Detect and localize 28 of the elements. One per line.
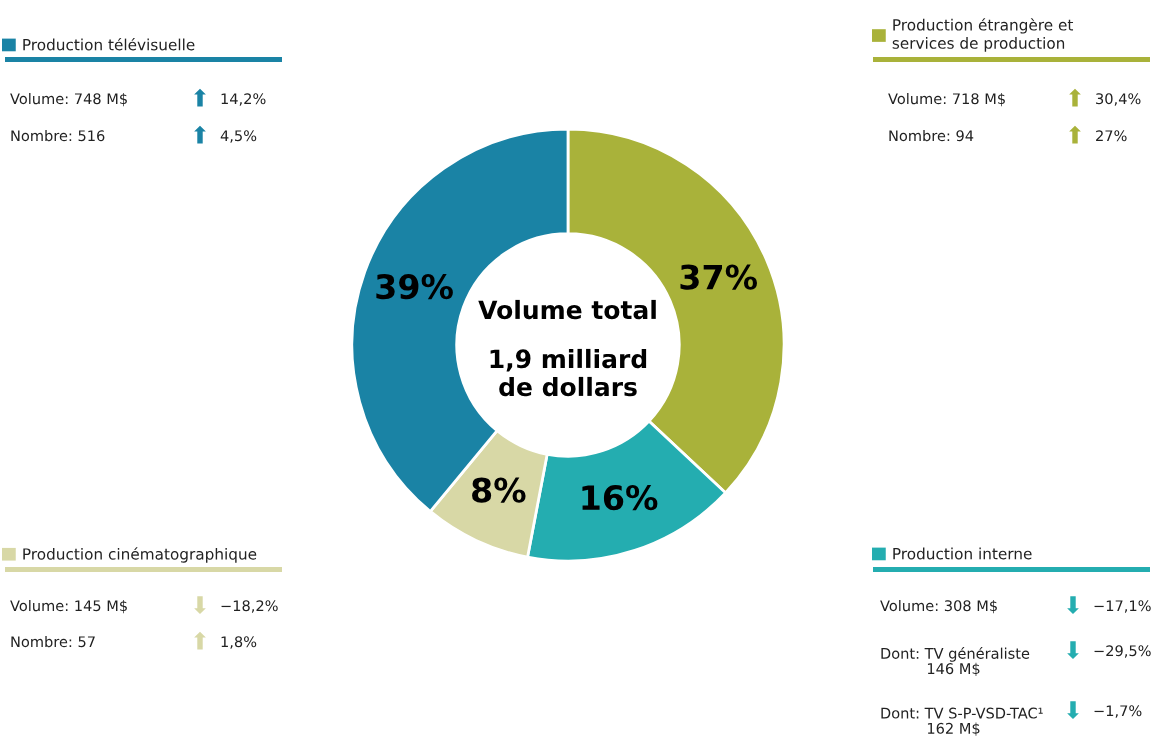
text: Volume: 748 M$ xyxy=(10,92,127,107)
legend-label: Production cinématographique xyxy=(23,547,257,563)
text: ⬇ −29,5% xyxy=(1067,641,1151,660)
text: Nombre: 57 xyxy=(11,635,95,648)
text: 1,9 milliard de dollars xyxy=(490,348,647,397)
text: ⬇ −18,2% xyxy=(194,596,278,615)
legend-label: Production étrangère et services de production xyxy=(892,18,1074,52)
text: Volume total xyxy=(478,299,656,320)
text: Volume: 718 M$ xyxy=(888,92,1005,107)
text: ⬇ −17,1% xyxy=(1067,596,1151,615)
text: ⬆ 30,4% xyxy=(1069,88,1141,107)
text: ⬆ 4,5% xyxy=(194,125,257,144)
legend-label: Production télévisuelle xyxy=(23,38,195,51)
text: Nombre: 516 xyxy=(11,129,105,142)
data-label: 39% xyxy=(376,274,453,300)
data-label: 16% xyxy=(582,485,658,511)
text: ⬇ −1,7% xyxy=(1067,701,1142,720)
text: Nombre: 94 xyxy=(889,129,974,142)
text: Dont: TV S-P-VSD-TAC¹ 162 M$ xyxy=(881,707,1043,736)
text: ⬆ 14,2% xyxy=(194,88,266,107)
legend-label: Production interne xyxy=(893,547,1032,560)
text: Volume: 308 M$ xyxy=(880,599,997,614)
text: Dont: TV généraliste 146 M$ xyxy=(881,647,1030,677)
data-label: 8% xyxy=(472,477,526,503)
text: ⬆ 1,8% xyxy=(194,631,257,650)
text: ⬆ 27% xyxy=(1069,125,1127,144)
data-label: 37% xyxy=(680,264,757,290)
text: Volume: 145 M$ xyxy=(10,599,127,614)
